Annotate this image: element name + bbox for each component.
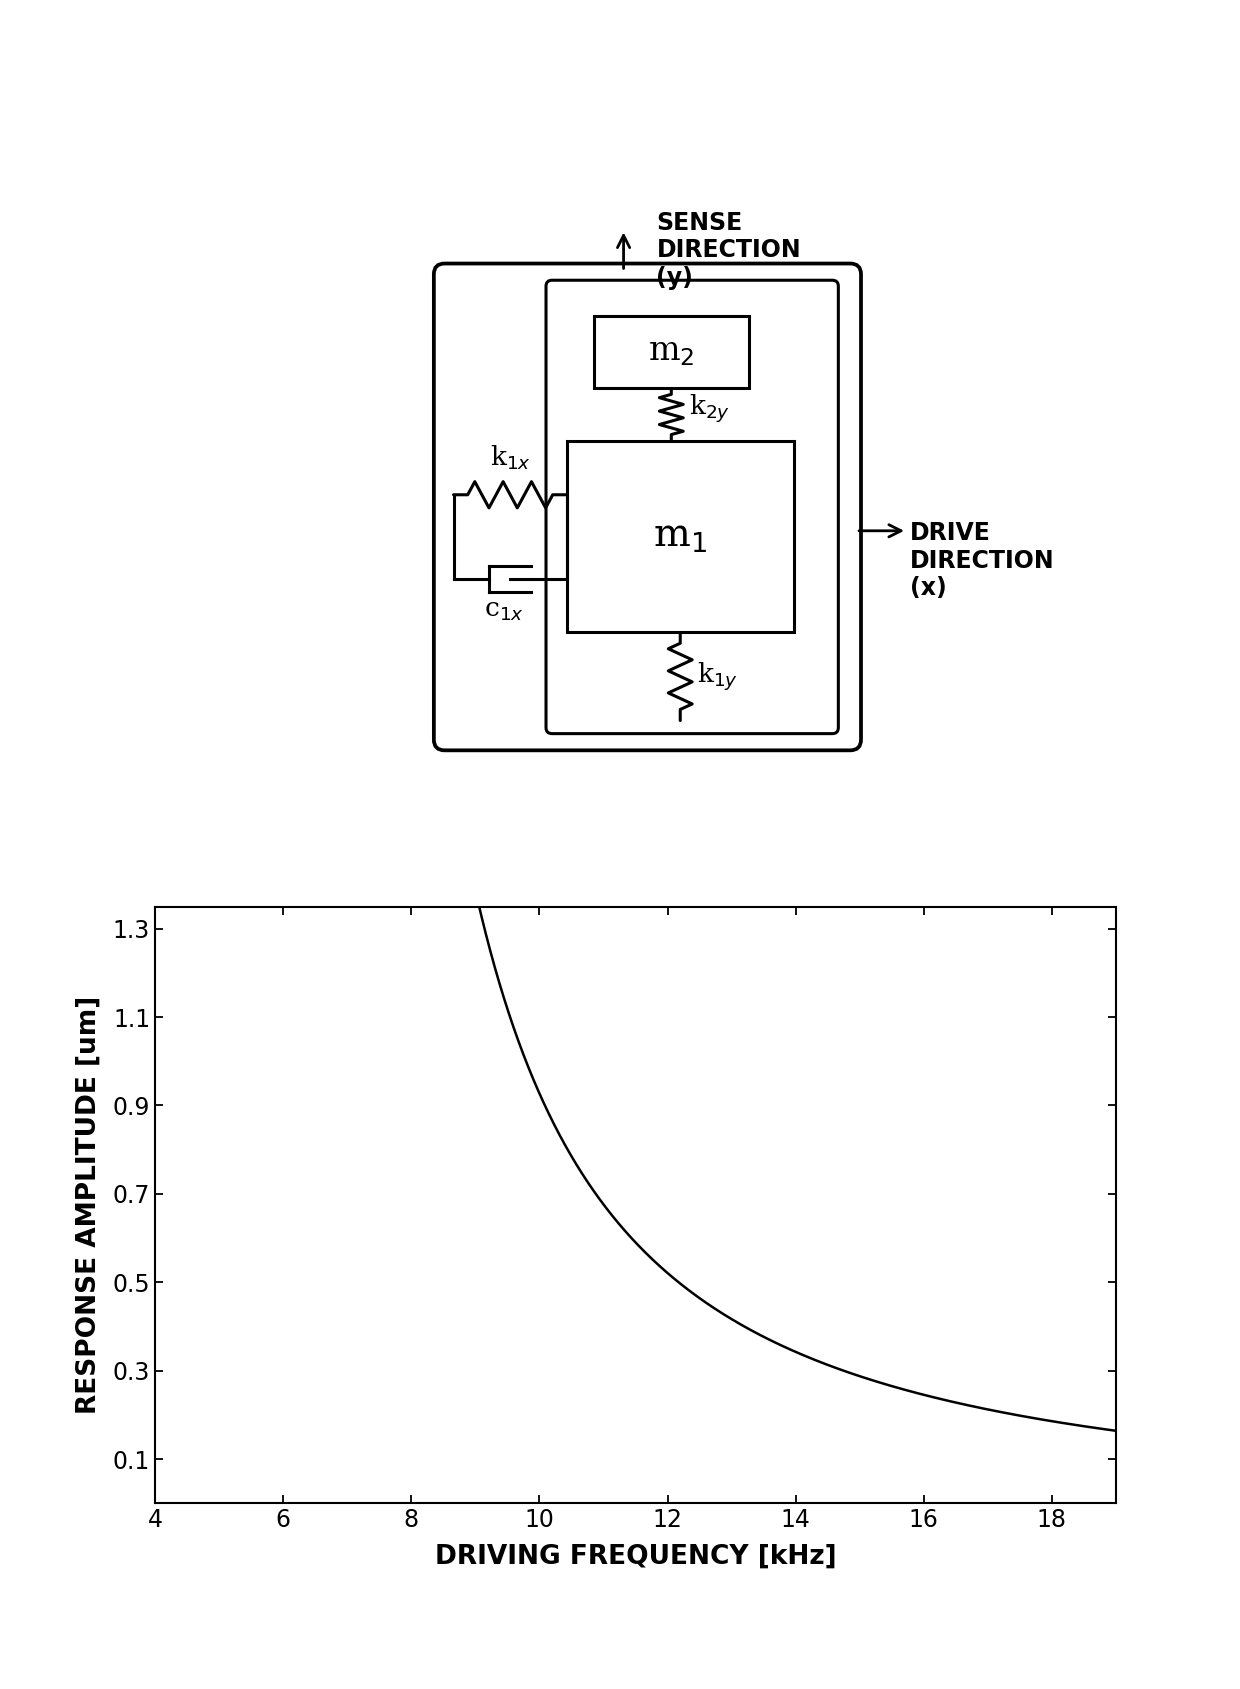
FancyBboxPatch shape — [434, 263, 861, 750]
X-axis label: DRIVING FREQUENCY [kHz]: DRIVING FREQUENCY [kHz] — [435, 1544, 836, 1569]
Text: k$_{1x}$: k$_{1x}$ — [490, 444, 531, 473]
Text: m$_2$: m$_2$ — [649, 336, 694, 368]
Text: SENSE
DIRECTION
(y): SENSE DIRECTION (y) — [656, 211, 801, 291]
FancyBboxPatch shape — [546, 280, 838, 733]
Y-axis label: RESPONSE AMPLITUDE [um]: RESPONSE AMPLITUDE [um] — [76, 997, 102, 1414]
Bar — [594, 316, 749, 387]
Text: k$_{1y}$: k$_{1y}$ — [697, 660, 738, 692]
Bar — [567, 441, 794, 632]
Text: c$_{1x}$: c$_{1x}$ — [485, 598, 525, 623]
Text: m$_1$: m$_1$ — [653, 519, 707, 556]
Text: DRIVE
DIRECTION
(x): DRIVE DIRECTION (x) — [910, 520, 1054, 600]
Text: k$_{2y}$: k$_{2y}$ — [689, 392, 730, 424]
